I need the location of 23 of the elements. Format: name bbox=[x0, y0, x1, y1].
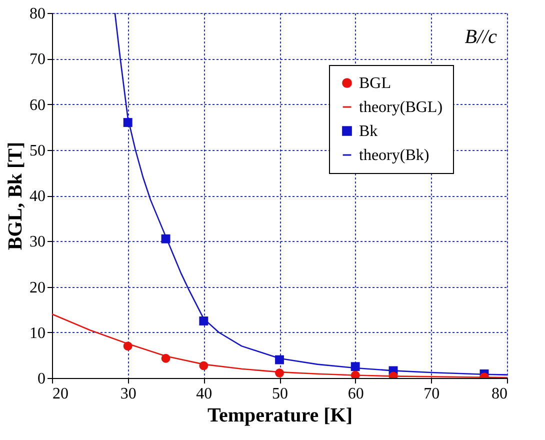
y-tick-label: 70 bbox=[30, 51, 46, 68]
x-axis-title: Temperature [K] bbox=[208, 404, 352, 426]
x-tick-label: 70 bbox=[424, 386, 440, 402]
y-tick-label: 10 bbox=[30, 324, 46, 342]
legend-label: Bk bbox=[359, 123, 378, 140]
y-axis-title: BGL, Bk [T] bbox=[4, 142, 26, 250]
legend-label: BGL bbox=[359, 75, 391, 92]
y-tick-label: 0 bbox=[38, 370, 46, 388]
y-tick-label: 20 bbox=[30, 279, 46, 296]
x-tick-label: 40 bbox=[196, 386, 212, 402]
y-tick-label: 80 bbox=[30, 6, 46, 22]
legend-label: theory(Bk) bbox=[359, 147, 430, 164]
annotation: B//c bbox=[464, 26, 498, 48]
y-tick-label: 40 bbox=[30, 188, 46, 205]
x-tick-label: 20 bbox=[52, 386, 68, 402]
x-tick-label: 30 bbox=[120, 386, 136, 402]
x-tick-label: 80 bbox=[492, 386, 508, 402]
y-tick-label: 60 bbox=[30, 96, 46, 114]
legend-label: theory(BGL) bbox=[359, 99, 443, 116]
x-tick-label: 50 bbox=[272, 386, 288, 402]
x-tick-label: 60 bbox=[348, 386, 364, 402]
y-tick-label: 50 bbox=[30, 142, 46, 160]
y-tick-label: 30 bbox=[30, 234, 46, 251]
